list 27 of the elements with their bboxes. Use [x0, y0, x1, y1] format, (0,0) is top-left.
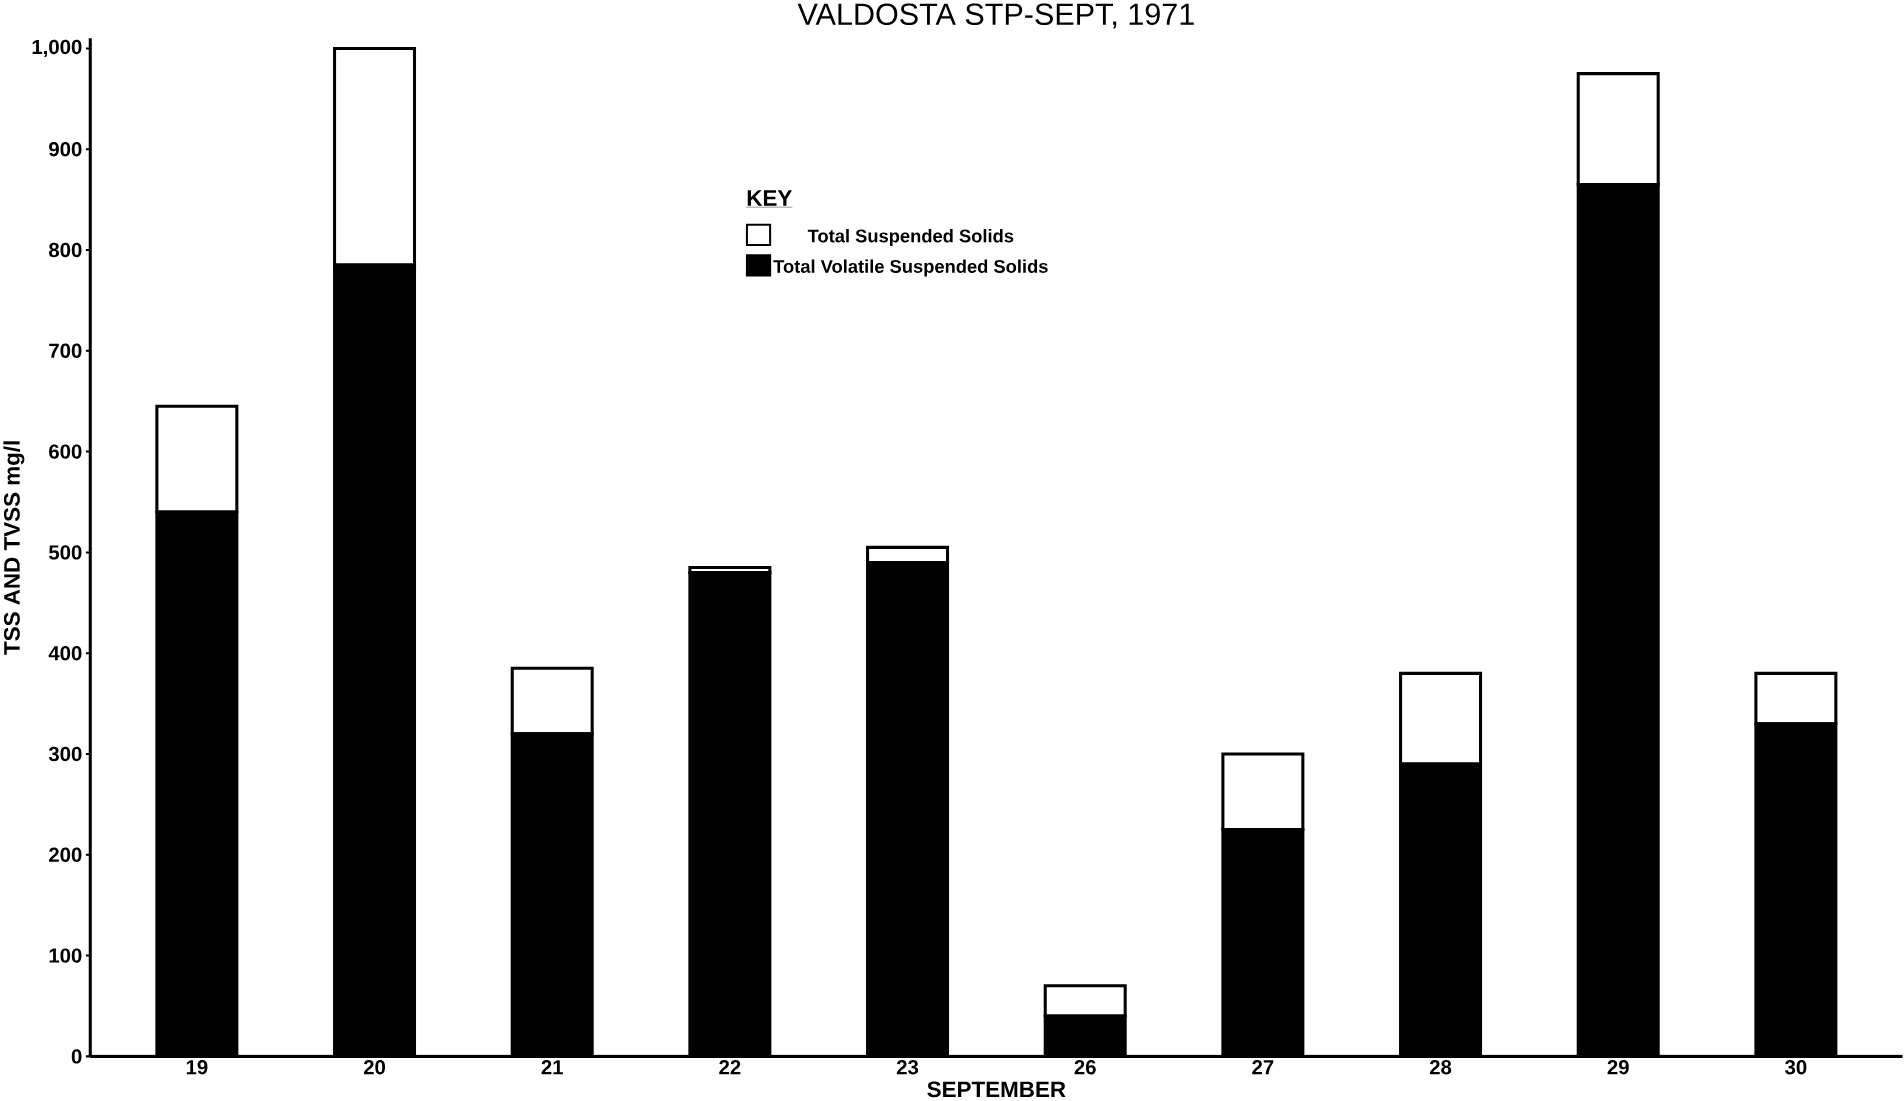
y-tick-label: 200 — [49, 847, 82, 863]
chart-title: VALDOSTA STP-SEPT, 1971 — [797, 3, 1194, 29]
x-tick-label: 21 — [541, 1060, 563, 1075]
x-tick-label: 28 — [1429, 1060, 1452, 1075]
legend-title: KEY — [747, 190, 792, 206]
y-tick-label: 600 — [49, 444, 82, 459]
x-tick-label: 29 — [1607, 1060, 1629, 1075]
y-tick-label: 300 — [48, 746, 82, 762]
x-tick-label: 23 — [896, 1060, 919, 1075]
x-tick-label: 19 — [186, 1060, 208, 1075]
y-tick-label: 0 — [71, 1049, 82, 1064]
x-tick-label: 26 — [1074, 1060, 1096, 1075]
y-tick-label: 900 — [49, 142, 82, 157]
legend-label: Total Volatile Suspended Solids — [773, 259, 1048, 277]
y-tick-label: 700 — [49, 343, 82, 359]
x-axis-title: SEPTEMBER — [927, 1081, 1066, 1098]
y-tick-label: 1,000 — [32, 39, 82, 58]
y-tick-label: 500 — [48, 545, 82, 560]
y-axis-title: TSS AND TVSS mg/l — [3, 441, 25, 655]
x-tick-label: 30 — [1785, 1060, 1807, 1075]
y-tick-label: 100 — [49, 948, 82, 963]
y-tick-label: 400 — [48, 646, 82, 661]
x-tick-label: 22 — [719, 1060, 741, 1075]
legend-label: Total Suspended Solids — [807, 229, 1014, 247]
x-tick-label: 27 — [1252, 1060, 1274, 1075]
y-tick-label: 800 — [48, 242, 82, 258]
x-tick-label: 20 — [363, 1060, 386, 1075]
